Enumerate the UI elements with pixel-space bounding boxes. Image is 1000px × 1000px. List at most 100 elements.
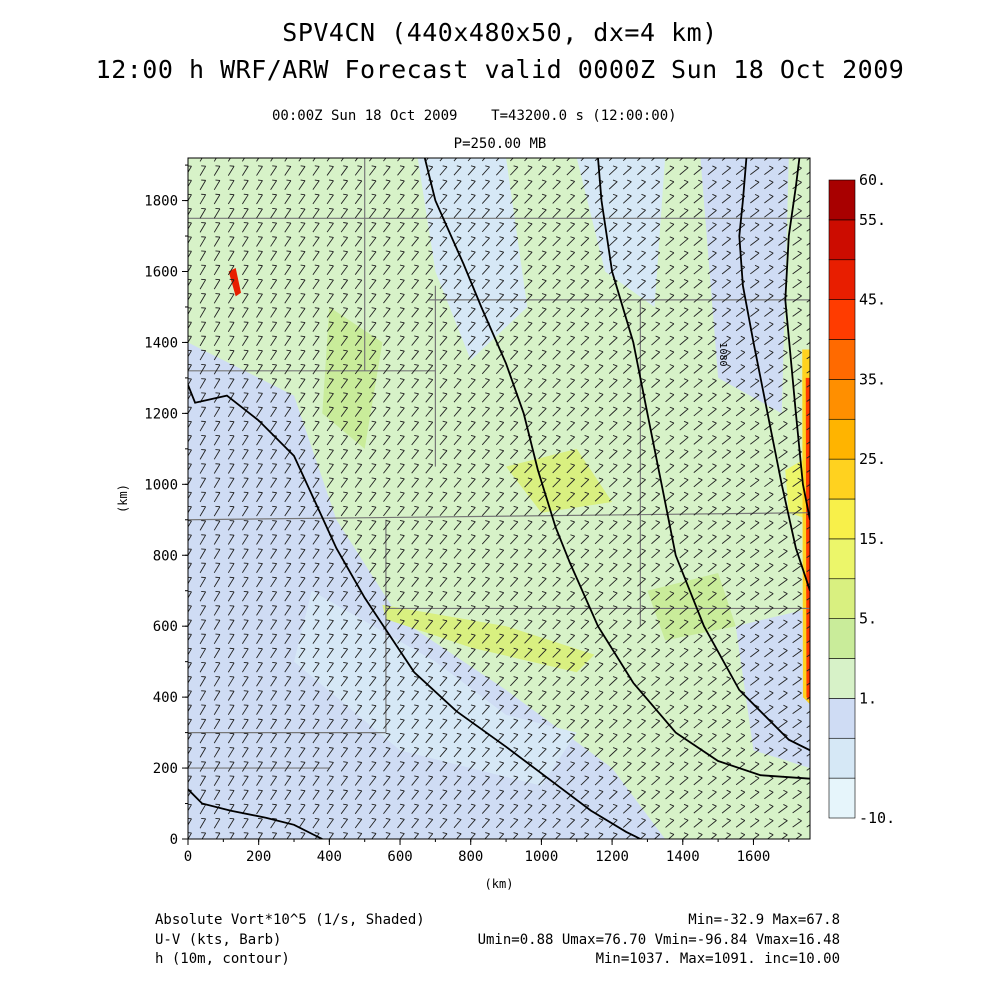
wind-barb — [510, 619, 519, 630]
wind-barb — [397, 477, 405, 488]
wind-barb — [270, 676, 278, 687]
wind-barb — [411, 434, 419, 446]
wind-barb — [354, 222, 363, 233]
wind-barb — [199, 704, 207, 715]
wind-barb — [199, 264, 207, 276]
wind-barb — [552, 364, 561, 374]
wind-barb — [199, 321, 207, 332]
wind-barb — [495, 207, 505, 219]
wind-barb — [326, 477, 334, 488]
wind-barb — [298, 335, 306, 346]
wind-barb — [467, 590, 476, 602]
wind-barb — [340, 690, 349, 701]
wind-barb — [326, 761, 334, 772]
wind-barb — [340, 718, 349, 729]
y-tick-label: 1000 — [144, 477, 178, 493]
wind-barb — [453, 449, 462, 460]
wind-barbs — [188, 158, 810, 839]
wind-barb — [256, 165, 263, 176]
wind-barb — [397, 293, 405, 304]
wind-barb — [510, 590, 519, 602]
wind-barb — [524, 832, 533, 839]
wind-barb — [256, 690, 263, 701]
wind-barb — [369, 520, 377, 531]
wind-barb — [453, 434, 462, 446]
wind-barb — [425, 335, 434, 346]
wind-barb — [213, 562, 221, 574]
wind-barb — [340, 803, 349, 815]
wind-barb — [524, 505, 533, 516]
wind-barb — [481, 349, 490, 360]
wind-barb — [481, 775, 490, 786]
wind-barb — [354, 264, 363, 275]
wind-barb — [495, 789, 505, 800]
wind-barb — [481, 363, 490, 375]
wind-barb — [538, 761, 547, 772]
wind-barb — [354, 179, 363, 190]
wind-barb — [213, 520, 221, 531]
wind-barb — [397, 165, 405, 176]
wind-barb — [312, 335, 320, 346]
wind-barb — [256, 661, 263, 673]
wind-barb — [199, 676, 207, 687]
wind-barb — [270, 463, 278, 474]
wind-barb — [241, 491, 249, 503]
wind-barb — [326, 392, 334, 403]
wind-barb — [495, 264, 505, 275]
wind-barb — [270, 718, 278, 730]
wind-barb — [467, 293, 476, 304]
wind-barb — [213, 250, 221, 261]
wind-barb — [284, 661, 292, 673]
wind-barb — [481, 420, 490, 431]
wind-barb — [538, 250, 547, 261]
wind-barb — [524, 406, 533, 417]
wind-barb — [453, 278, 462, 290]
wind-barb — [425, 747, 434, 758]
wind-barb — [270, 661, 278, 673]
wind-barb — [439, 406, 448, 417]
wind-barb — [397, 321, 405, 332]
wind-barb — [326, 633, 334, 644]
wind-barb — [369, 321, 377, 332]
wind-barb — [241, 605, 249, 616]
wind-barb — [439, 505, 448, 517]
wind-barb — [284, 548, 292, 559]
y-tick-label: 200 — [153, 761, 178, 777]
wind-barb — [510, 789, 519, 800]
wind-barb — [213, 435, 221, 446]
wind-barb — [241, 747, 249, 758]
wind-barb — [188, 704, 192, 715]
wind-barb — [467, 789, 476, 800]
wind-barb — [397, 789, 405, 800]
wind-barb — [467, 548, 476, 559]
pressure-level: P=250.00 MB — [453, 136, 547, 152]
wind-barb — [369, 420, 377, 432]
wind-barb — [326, 803, 334, 815]
wind-barb — [510, 165, 519, 176]
wind-barb — [312, 534, 320, 545]
wind-barb — [270, 335, 278, 346]
wind-barb — [312, 605, 320, 616]
wind-barb — [453, 647, 462, 658]
wind-barb — [467, 690, 476, 701]
wind-barb — [284, 605, 292, 616]
wind-barb — [241, 392, 249, 403]
wind-barb — [411, 363, 419, 375]
wind-barb — [241, 420, 249, 432]
wind-barb — [284, 803, 292, 815]
wind-barb — [481, 406, 490, 417]
wind-barb — [188, 335, 192, 347]
wind-barb — [354, 363, 363, 375]
wind-barb — [397, 222, 405, 233]
wind-barb — [397, 690, 405, 701]
wind-barb — [453, 307, 462, 318]
wind-barb — [552, 832, 561, 839]
wind-barb — [510, 463, 519, 474]
wind-barb — [241, 165, 249, 176]
wind-barb — [199, 278, 207, 290]
wind-barb — [510, 491, 519, 502]
wind-barb — [467, 193, 476, 204]
wind-barb — [411, 420, 419, 431]
wind-barb — [188, 463, 192, 474]
wind-barb — [298, 548, 306, 559]
